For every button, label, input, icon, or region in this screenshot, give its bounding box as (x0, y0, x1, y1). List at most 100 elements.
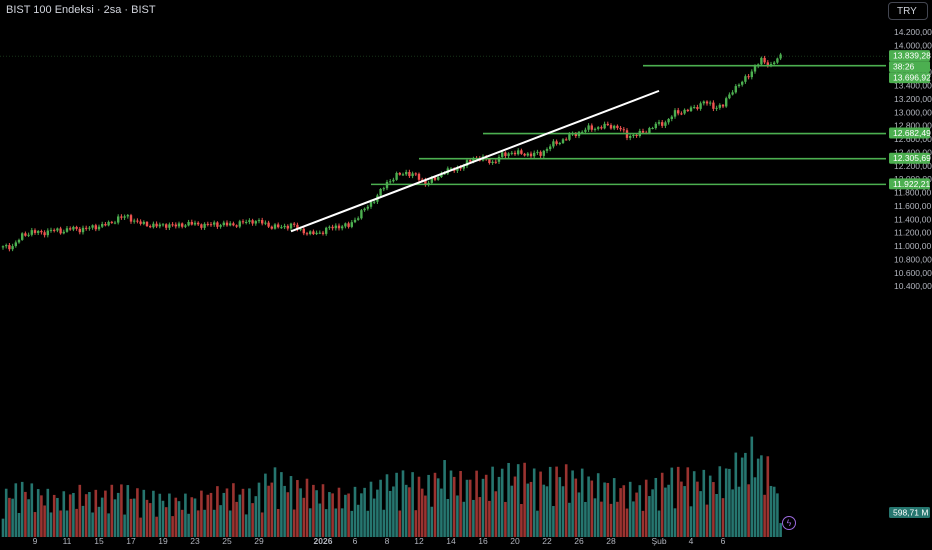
candle-body (414, 173, 417, 175)
candle-body (702, 101, 705, 104)
candle-body (88, 227, 91, 229)
currency-button[interactable]: TRY (888, 2, 928, 20)
candle-body (225, 222, 229, 226)
volume-bar (430, 506, 434, 537)
candle-body (760, 57, 763, 65)
candle-body (398, 173, 401, 175)
candle-body (369, 201, 373, 207)
volume-bar (340, 508, 344, 537)
volume-bar (420, 488, 424, 537)
volume-bar (414, 510, 418, 537)
candle-body (309, 231, 312, 234)
candle-body (241, 221, 245, 223)
candle-body (120, 216, 123, 218)
x-tick-label: 4 (689, 536, 694, 546)
volume-bar (257, 482, 261, 537)
candle-body (53, 229, 56, 231)
x-tick-label: 2026 (314, 536, 333, 546)
candle-body (654, 123, 657, 129)
candle-body (94, 225, 97, 230)
candle-body (110, 221, 113, 223)
candle-body (593, 128, 597, 130)
candle-body (91, 225, 94, 228)
y-tick-label: 12.800,00 (894, 121, 932, 131)
x-tick-label: 11 (63, 536, 72, 546)
volume-bar (465, 479, 469, 537)
y-tick-label: 14.200,00 (894, 27, 932, 37)
candle-body (318, 232, 321, 234)
volume-bar (225, 488, 229, 537)
candle-body (552, 141, 555, 147)
candle-body (286, 225, 289, 229)
volume-bar (500, 468, 504, 537)
price-label: 38:26 (893, 62, 915, 72)
volume-bar (235, 501, 238, 537)
candle-body (85, 227, 88, 229)
volume-bar (104, 490, 107, 537)
candle-body (33, 230, 37, 233)
candle-body (334, 225, 337, 229)
volume-bar (660, 472, 664, 537)
volume-bar (548, 466, 552, 537)
candle-body (331, 226, 334, 229)
candle-body (494, 161, 497, 163)
volume-bar (580, 468, 584, 537)
volume-bar (59, 510, 62, 537)
volume-bar (382, 509, 386, 537)
candle-body (456, 167, 459, 171)
volume-bar (158, 493, 162, 537)
volume-bar (100, 497, 104, 537)
volume-bar (705, 504, 709, 537)
candle-body (437, 177, 440, 180)
candle-body (296, 224, 299, 230)
volume-bar (392, 486, 395, 537)
volume-bar (148, 503, 152, 537)
candle-body (8, 245, 11, 250)
candle-body (779, 54, 782, 59)
volume-bar (734, 452, 738, 537)
candle-body (14, 242, 17, 247)
x-tick-label: 15 (94, 536, 104, 546)
candle-body (529, 153, 533, 157)
candle-body (206, 223, 209, 225)
x-tick-label: 6 (721, 536, 726, 546)
candle-body (712, 102, 715, 109)
volume-bar (14, 483, 18, 537)
candle-body (776, 58, 779, 63)
volume-bar (452, 476, 456, 537)
candle-body (238, 221, 241, 227)
volume-bar (43, 505, 46, 537)
y-tick-label: 13.200,00 (894, 94, 932, 104)
volume-bar (212, 509, 216, 537)
volume-bar (667, 484, 670, 537)
volume-bar (516, 464, 520, 537)
candle-body (699, 103, 702, 109)
candle-body (321, 232, 325, 234)
candle-body (62, 231, 65, 234)
candle-body (389, 181, 392, 183)
volume-bar (529, 481, 533, 537)
candle-body (174, 224, 177, 227)
candle-body (715, 107, 718, 109)
volume-bar (603, 482, 606, 537)
candle-body (43, 232, 46, 236)
volume-bar (443, 460, 446, 537)
volume-bar (116, 492, 120, 537)
candle-body (488, 159, 491, 164)
candle-body (462, 166, 465, 169)
candle-body (718, 104, 721, 108)
candle-body (1, 246, 5, 248)
volume-bar (555, 466, 558, 537)
volume-bar (478, 497, 482, 537)
volume-bar (475, 470, 478, 537)
volume-bar (609, 503, 613, 537)
candle-body (657, 122, 661, 124)
candle-body (622, 129, 625, 131)
candle-body (341, 226, 344, 229)
volume-bar (81, 505, 85, 537)
lightning-icon[interactable]: ϟ (782, 516, 796, 530)
volume-bar (113, 499, 117, 537)
candle-body (641, 130, 645, 133)
candle-body (264, 222, 267, 224)
